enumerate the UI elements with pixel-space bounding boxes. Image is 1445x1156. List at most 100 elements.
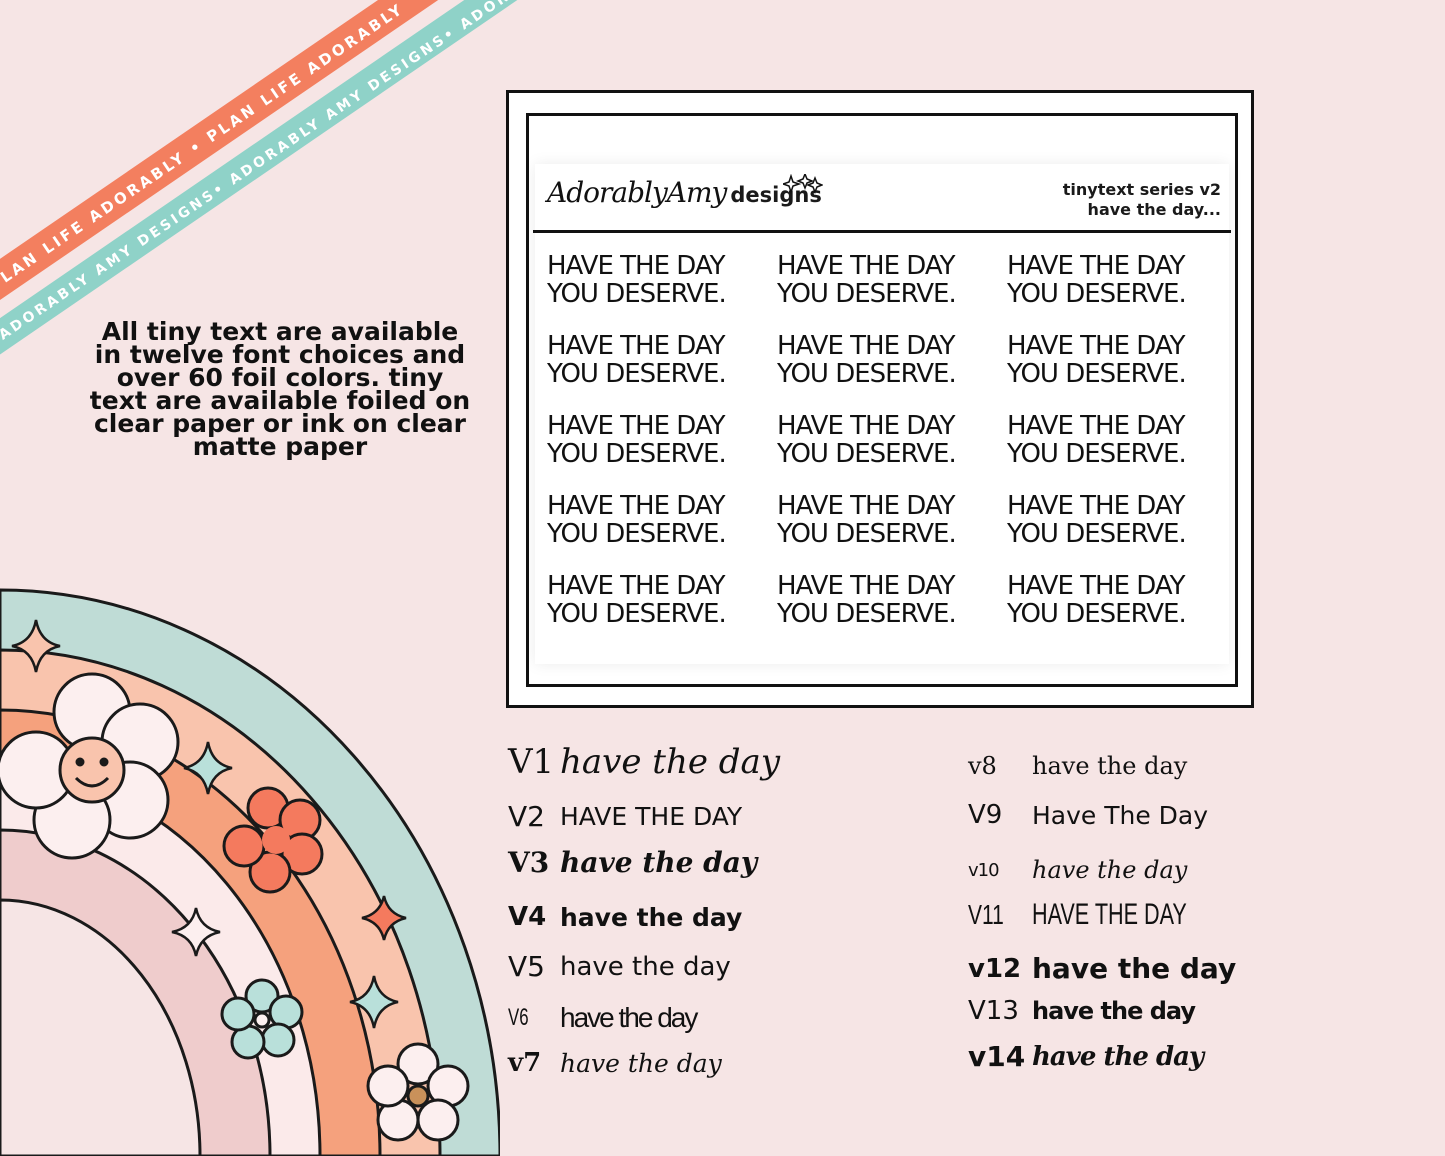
version-sample: Have The Day bbox=[1032, 800, 1209, 830]
sparkle-icon bbox=[183, 741, 233, 795]
description-text: All tiny text are available in twelve fo… bbox=[80, 317, 480, 459]
font-version-row: V2 HAVE THE DAY bbox=[508, 800, 742, 833]
font-version-row: v7 have the day bbox=[508, 1048, 722, 1078]
sticker-line: HAVE THE DAY bbox=[777, 411, 956, 441]
sticker-line: YOU DESERVE. bbox=[547, 359, 727, 389]
version-sample: have the day bbox=[560, 902, 743, 932]
sticker: HAVE THE DAY YOU DESERVE. bbox=[1007, 412, 1237, 468]
font-version-row: V11 HAVE THE DAY bbox=[968, 898, 1247, 932]
sticker: HAVE THE DAY YOU DESERVE. bbox=[547, 572, 777, 628]
sticker-line: HAVE THE DAY bbox=[777, 331, 956, 361]
sticker-line: YOU DESERVE. bbox=[547, 519, 727, 549]
font-version-row: V1 have the day bbox=[508, 742, 780, 782]
mint-flower-icon bbox=[220, 978, 304, 1060]
font-version-row: v14 have the day bbox=[968, 1040, 1204, 1073]
brand-logo: AdorablyAmy designs bbox=[547, 174, 823, 226]
sparkle-stars-icon bbox=[783, 174, 823, 194]
sticker: HAVE THE DAY YOU DESERVE. bbox=[547, 412, 777, 468]
sticker-line: YOU DESERVE. bbox=[777, 519, 957, 549]
version-label: V13 bbox=[968, 996, 1019, 1026]
version-label: v14 bbox=[968, 1040, 1026, 1073]
sticker-line: YOU DESERVE. bbox=[777, 359, 957, 389]
font-version-row: v12 have the day bbox=[968, 952, 1236, 985]
version-sample: have the day bbox=[1032, 997, 1196, 1025]
font-version-row: V3 have the day bbox=[508, 846, 757, 879]
sticker-line: YOU DESERVE. bbox=[777, 439, 957, 469]
version-label: v10 bbox=[968, 859, 1000, 881]
cream-flower-icon bbox=[366, 1042, 470, 1142]
sticker-sheet-border: AdorablyAmy designs tinytext series v2 ha… bbox=[526, 113, 1238, 687]
rainbow-illustration bbox=[0, 588, 500, 1156]
brand-logo-script: AdorablyAmy bbox=[547, 176, 727, 209]
description-line: All tiny text are available bbox=[101, 317, 459, 346]
series-title: tinytext series v2 have the day... bbox=[1063, 180, 1221, 220]
font-version-row: V4 have the day bbox=[508, 902, 742, 932]
sticker: HAVE THE DAY YOU DESERVE. bbox=[777, 332, 1007, 388]
sticker-line: HAVE THE DAY bbox=[777, 491, 956, 521]
sticker: HAVE THE DAY YOU DESERVE. bbox=[1007, 492, 1237, 548]
font-version-row: V13 have the day bbox=[968, 996, 1196, 1026]
sticker-line: YOU DESERVE. bbox=[1007, 519, 1187, 549]
sticker-line: HAVE THE DAY bbox=[547, 491, 726, 521]
coral-ribbon: PLAN LIFE ADORABLY • PLAN LIFE ADORABLY bbox=[0, 0, 439, 301]
font-version-row: V6 have the day bbox=[508, 1002, 698, 1034]
version-label: v8 bbox=[968, 752, 997, 780]
sticker-line: YOU DESERVE. bbox=[547, 439, 727, 469]
sticker-line: HAVE THE DAY bbox=[547, 571, 726, 601]
sticker: HAVE THE DAY YOU DESERVE. bbox=[777, 492, 1007, 548]
version-label: v7 bbox=[508, 1048, 542, 1078]
sticker-line: HAVE THE DAY bbox=[1007, 251, 1186, 281]
sticker-line: YOU DESERVE. bbox=[547, 599, 727, 629]
version-sample: have the day bbox=[560, 951, 731, 982]
sticker-line: HAVE THE DAY bbox=[547, 331, 726, 361]
sparkle-icon bbox=[11, 619, 61, 673]
sheet-divider bbox=[533, 230, 1231, 233]
sticker-grid: HAVE THE DAY YOU DESERVE. HAVE THE DAY YOU… bbox=[547, 252, 1227, 628]
sparkle-icon bbox=[171, 907, 221, 957]
sticker: HAVE THE DAY YOU DESERVE. bbox=[547, 252, 777, 308]
version-sample: have the day bbox=[1032, 856, 1188, 884]
version-label: V11 bbox=[968, 899, 1004, 930]
version-label: V4 bbox=[508, 902, 547, 932]
sticker-line: HAVE THE DAY bbox=[1007, 491, 1186, 521]
series-name: tinytext series v2 bbox=[1062, 180, 1221, 199]
version-sample: have the day bbox=[1032, 752, 1188, 780]
description-line: text are available foiled on bbox=[89, 386, 471, 415]
sticker-line: YOU DESERVE. bbox=[1007, 359, 1187, 389]
version-sample: have the day bbox=[560, 742, 781, 782]
version-sample: have the day bbox=[560, 1048, 722, 1078]
font-version-row: v8 have the day bbox=[968, 752, 1187, 780]
sticker: HAVE THE DAY YOU DESERVE. bbox=[547, 332, 777, 388]
sticker: HAVE THE DAY YOU DESERVE. bbox=[1007, 572, 1237, 628]
version-sample: HAVE THE DAY bbox=[560, 802, 743, 831]
sticker-line: HAVE THE DAY bbox=[777, 251, 956, 281]
version-label: V2 bbox=[508, 800, 545, 833]
sticker-line: YOU DESERVE. bbox=[1007, 599, 1187, 629]
sticker: HAVE THE DAY YOU DESERVE. bbox=[547, 492, 777, 548]
sticker: HAVE THE DAY YOU DESERVE. bbox=[777, 412, 1007, 468]
decorative-ribbons: PLAN LIFE ADORABLY • PLAN LIFE ADORABLY … bbox=[0, 0, 522, 355]
description-line: clear paper or ink on clear bbox=[93, 409, 467, 438]
version-label: V3 bbox=[508, 846, 550, 879]
sticker: HAVE THE DAY YOU DESERVE. bbox=[1007, 252, 1237, 308]
sticker-line: YOU DESERVE. bbox=[777, 279, 957, 309]
smiley-flower-icon bbox=[0, 672, 180, 860]
version-label: V6 bbox=[508, 1004, 529, 1031]
sticker-line: HAVE THE DAY bbox=[1007, 571, 1186, 601]
font-version-row: V9 Have The Day bbox=[968, 800, 1208, 830]
brand-logo-designs: designs bbox=[730, 183, 822, 207]
sticker-line: YOU DESERVE. bbox=[1007, 279, 1187, 309]
sticker-sheet-paper bbox=[535, 164, 1229, 664]
description-line: in twelve font choices and bbox=[94, 340, 466, 369]
sticker-line: YOU DESERVE. bbox=[1007, 439, 1187, 469]
sticker: HAVE THE DAY YOU DESERVE. bbox=[777, 252, 1007, 308]
sticker-line: HAVE THE DAY bbox=[1007, 331, 1186, 361]
font-version-row: v10 have the day bbox=[968, 856, 1187, 884]
sparkle-icon bbox=[349, 975, 399, 1029]
sticker: HAVE THE DAY YOU DESERVE. bbox=[777, 572, 1007, 628]
teal-ribbon: ADORABLY AMY DESIGNS• ADORABLY AMY DESIG… bbox=[0, 0, 522, 355]
coral-flower-icon bbox=[222, 786, 324, 894]
sticker-line: HAVE THE DAY bbox=[777, 571, 956, 601]
series-subtitle: have the day... bbox=[1087, 200, 1221, 219]
sticker-line: YOU DESERVE. bbox=[547, 279, 727, 309]
